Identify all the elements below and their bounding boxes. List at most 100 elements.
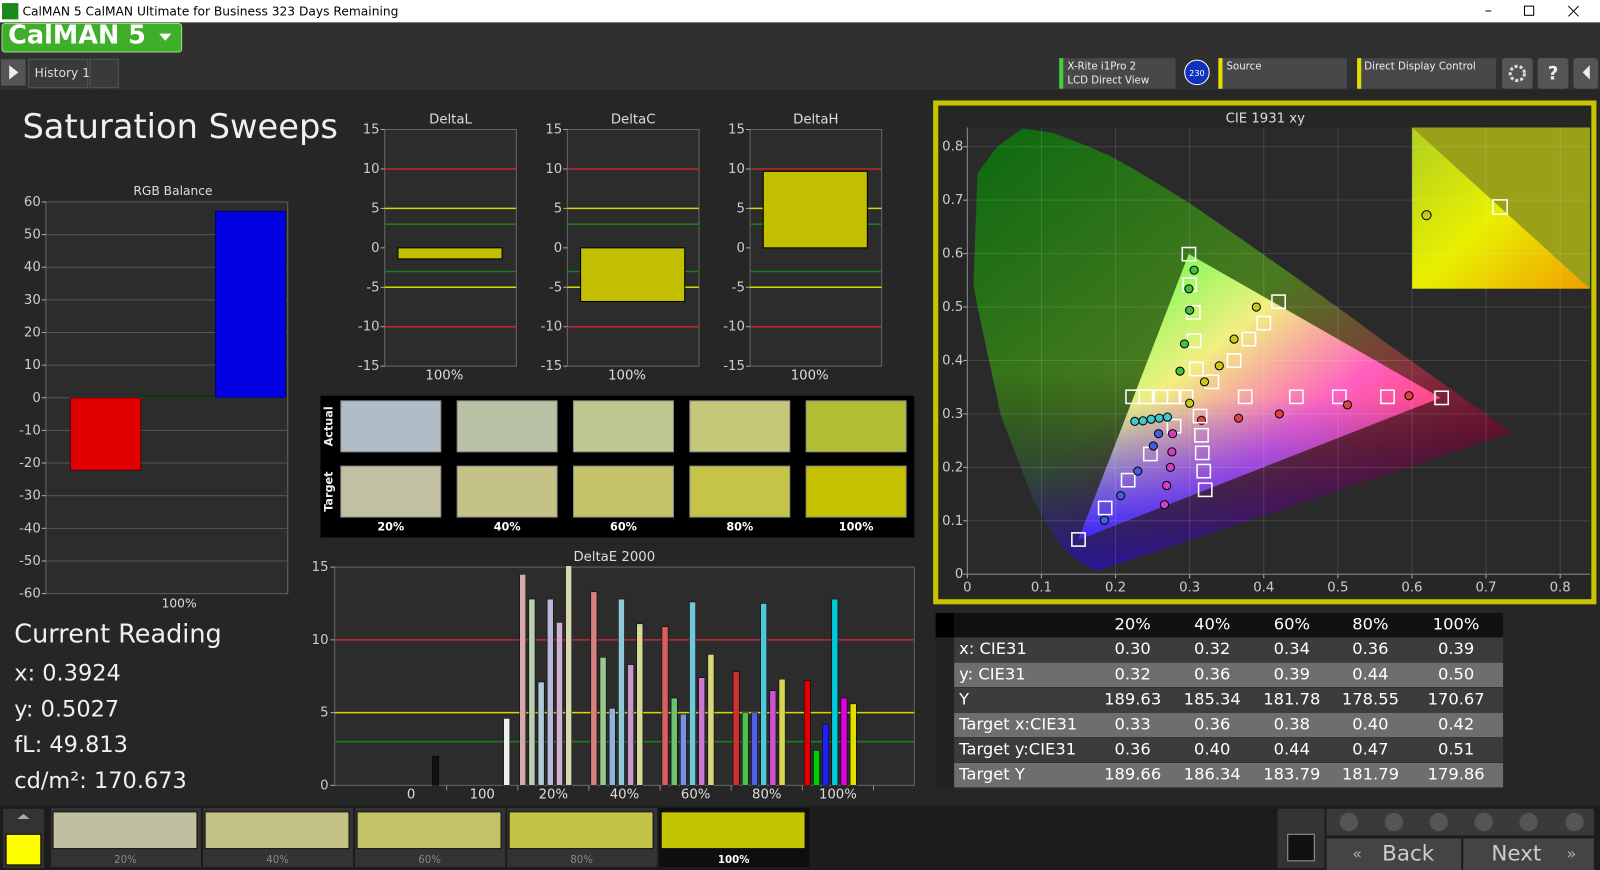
- sweep-label: 60%: [418, 855, 441, 866]
- y-tick-label: -10: [358, 320, 380, 335]
- y-tick-label: 0.5: [942, 300, 963, 315]
- bar: [636, 623, 644, 786]
- gear-icon: [1508, 64, 1527, 83]
- sweep-label: 20%: [114, 855, 137, 866]
- control-refresh[interactable]: [1519, 812, 1538, 832]
- y-tick-label: -15: [723, 359, 745, 374]
- column-header: 60%: [1274, 615, 1310, 634]
- help-button[interactable]: [1537, 58, 1569, 89]
- back-label: Back: [1382, 842, 1435, 867]
- bar: [778, 678, 786, 786]
- y-tick-label: 40: [24, 260, 41, 275]
- close-button[interactable]: [1568, 5, 1579, 17]
- source-label: Source: [1227, 61, 1262, 72]
- table-cell: 189.66: [1104, 765, 1161, 784]
- window-title: CalMAN 5 CalMAN Ultimate for Business 32…: [22, 5, 398, 19]
- display-select[interactable]: [1357, 58, 1496, 89]
- table-cell: 186.34: [1184, 765, 1241, 784]
- bar: [608, 707, 616, 786]
- color-swatch: [805, 465, 907, 518]
- source-select[interactable]: [1218, 58, 1347, 89]
- sweep-label: 40%: [266, 855, 289, 866]
- color-swatch: [689, 400, 791, 453]
- bar: [822, 723, 829, 786]
- y-tick-label: 0: [371, 241, 379, 256]
- x-tick-label: 60%: [681, 788, 710, 803]
- table-header: [935, 612, 1504, 638]
- sweep-swatch: [356, 811, 502, 850]
- measured-point: [1199, 377, 1210, 387]
- bar: [537, 681, 545, 786]
- minimize-button[interactable]: –: [1485, 3, 1492, 19]
- settings-button[interactable]: [1502, 58, 1533, 89]
- measured-point: [1175, 366, 1185, 376]
- zoom-target: [1492, 199, 1508, 215]
- next-button[interactable]: [1463, 838, 1594, 870]
- bar: [670, 697, 678, 786]
- y-tick-label: 15: [312, 560, 329, 575]
- y-tick-label: -50: [19, 554, 41, 569]
- table-cell: 170.67: [1428, 689, 1485, 708]
- measured-point: [1185, 398, 1195, 408]
- meter-badge[interactable]: [1184, 59, 1210, 86]
- bar: [546, 598, 554, 786]
- row-label: x: CIE31: [959, 639, 1027, 658]
- measured-point: [1184, 284, 1194, 294]
- control-stop[interactable]: [1339, 812, 1359, 832]
- nav-arrow: [9, 65, 19, 80]
- table-cell: 0.36: [1194, 664, 1230, 683]
- swatch-up[interactable]: [17, 813, 30, 820]
- table-row: [954, 737, 1504, 763]
- target-point: [1331, 389, 1347, 405]
- measured-point: [1162, 480, 1172, 491]
- measured-point: [1251, 302, 1261, 312]
- meter-select[interactable]: [1059, 58, 1176, 89]
- control-play[interactable]: [1384, 812, 1404, 832]
- back-button[interactable]: [1326, 838, 1462, 870]
- measured-point: [1168, 429, 1178, 439]
- tab[interactable]: [28, 58, 89, 89]
- target-point: [1197, 482, 1213, 498]
- y-tick-label: -40: [19, 521, 41, 536]
- logo[interactable]: [1, 22, 183, 53]
- y-tick-label: 30: [24, 293, 41, 308]
- add-tab[interactable]: [89, 58, 119, 89]
- control-check[interactable]: [1565, 812, 1584, 832]
- title-bar: [0, 0, 1600, 23]
- swatch-label: 40%: [494, 520, 521, 533]
- bar: [769, 690, 777, 786]
- table-row: [954, 712, 1504, 738]
- bar: [565, 565, 572, 786]
- column-header: 100%: [1433, 615, 1480, 634]
- logo-text: CalMAN 5: [8, 21, 146, 51]
- current-swatch: [5, 833, 42, 866]
- y-tick-label: 5: [371, 201, 379, 216]
- control-loop[interactable]: [1474, 812, 1493, 832]
- y-tick-label: 0.1: [942, 514, 963, 529]
- control-step[interactable]: [1429, 812, 1448, 832]
- table-cell: 0.32: [1194, 639, 1230, 658]
- table-corner: [935, 612, 955, 638]
- color-swatch: [572, 465, 674, 518]
- measured-point: [1404, 391, 1414, 401]
- table-cell: 183.79: [1263, 765, 1320, 784]
- y-tick-label: 10: [312, 633, 329, 648]
- stop-button[interactable]: [1287, 833, 1315, 862]
- sweep-swatch: [508, 811, 654, 850]
- target-point: [1241, 331, 1257, 347]
- table-cell: 0.40: [1194, 740, 1230, 759]
- table-row: [954, 687, 1504, 713]
- maximize-button[interactable]: [1523, 5, 1535, 16]
- y-tick-label: 0.2: [942, 460, 963, 475]
- bar: [813, 750, 820, 786]
- y-tick-label: -60: [19, 587, 41, 602]
- bar: [742, 712, 749, 786]
- help-icon: ?: [1548, 63, 1559, 84]
- bar: [528, 598, 536, 786]
- y-tick-label: -20: [19, 456, 41, 471]
- chart-title: RGB Balance: [133, 184, 212, 198]
- sweep-swatch: [660, 811, 806, 850]
- row-label: y: CIE31: [959, 664, 1025, 683]
- y-tick-label: -5: [366, 280, 379, 295]
